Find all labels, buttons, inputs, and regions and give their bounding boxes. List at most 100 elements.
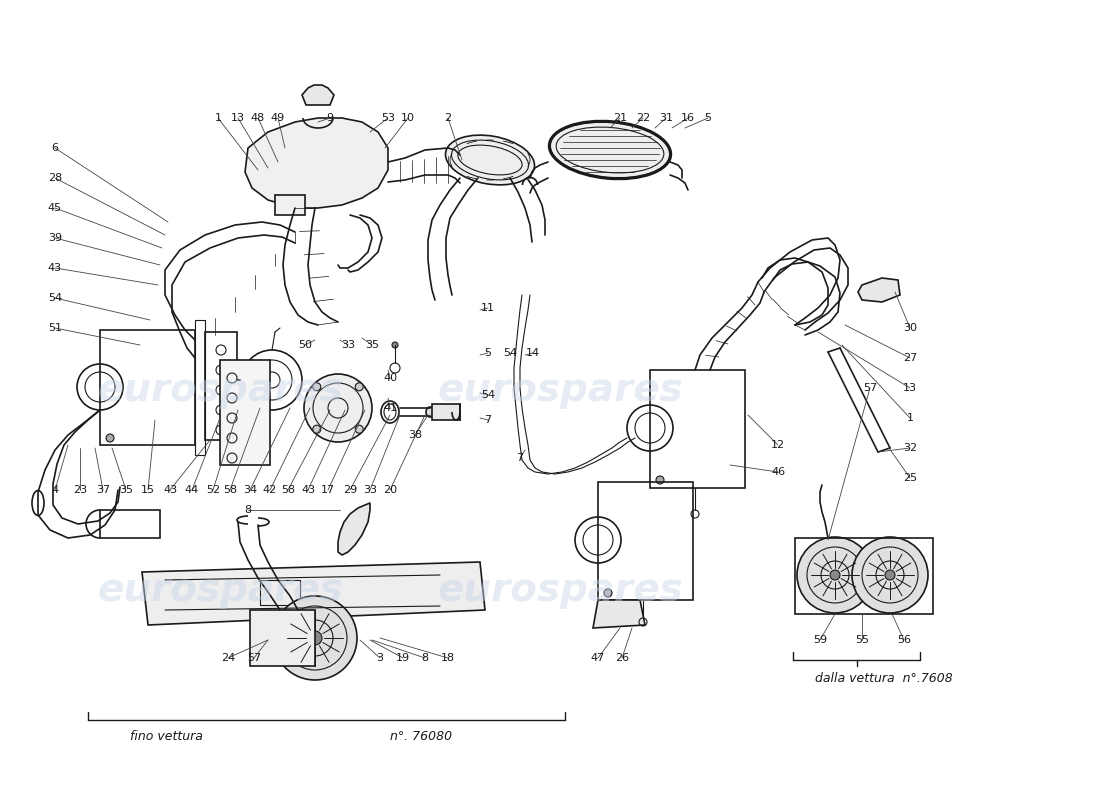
Text: 51: 51 bbox=[48, 323, 62, 333]
Bar bbox=[205, 332, 236, 440]
Ellipse shape bbox=[446, 135, 535, 185]
Text: 57: 57 bbox=[862, 383, 877, 393]
Text: 33: 33 bbox=[363, 485, 377, 495]
Text: 37: 37 bbox=[96, 485, 110, 495]
Text: 28: 28 bbox=[48, 173, 62, 183]
Text: 3: 3 bbox=[376, 653, 384, 663]
Ellipse shape bbox=[550, 122, 670, 178]
Polygon shape bbox=[142, 562, 485, 625]
Text: 2: 2 bbox=[444, 113, 452, 123]
Text: 40: 40 bbox=[383, 373, 397, 383]
Text: 58: 58 bbox=[223, 485, 238, 495]
Circle shape bbox=[273, 596, 358, 680]
Circle shape bbox=[798, 537, 873, 613]
Text: 35: 35 bbox=[365, 340, 380, 350]
Text: 50: 50 bbox=[298, 340, 312, 350]
Text: eurospares: eurospares bbox=[437, 371, 683, 409]
Polygon shape bbox=[858, 278, 900, 302]
Text: 54: 54 bbox=[481, 390, 495, 400]
Text: 8: 8 bbox=[421, 653, 429, 663]
Circle shape bbox=[312, 426, 321, 434]
Text: 21: 21 bbox=[613, 113, 627, 123]
Text: 33: 33 bbox=[341, 340, 355, 350]
Text: 14: 14 bbox=[526, 348, 540, 358]
Circle shape bbox=[392, 342, 398, 348]
Text: 31: 31 bbox=[659, 113, 673, 123]
Text: 12: 12 bbox=[771, 440, 785, 450]
Text: eurospares: eurospares bbox=[97, 371, 343, 409]
Bar bbox=[650, 370, 745, 488]
Circle shape bbox=[830, 570, 840, 580]
Text: n°. 76080: n°. 76080 bbox=[390, 730, 452, 743]
Circle shape bbox=[312, 382, 321, 390]
Circle shape bbox=[355, 382, 363, 390]
Bar bbox=[100, 510, 160, 538]
Text: 45: 45 bbox=[48, 203, 62, 213]
Text: 18: 18 bbox=[441, 653, 455, 663]
Text: 43: 43 bbox=[301, 485, 315, 495]
Text: 25: 25 bbox=[903, 473, 917, 483]
Text: 23: 23 bbox=[73, 485, 87, 495]
Polygon shape bbox=[593, 600, 645, 628]
Text: 56: 56 bbox=[896, 635, 911, 645]
Text: 47: 47 bbox=[591, 653, 605, 663]
Circle shape bbox=[304, 374, 372, 442]
Text: 10: 10 bbox=[402, 113, 415, 123]
Text: 9: 9 bbox=[327, 113, 333, 123]
Text: 48: 48 bbox=[251, 113, 265, 123]
Bar bbox=[195, 320, 205, 455]
Text: 58: 58 bbox=[280, 485, 295, 495]
Text: 55: 55 bbox=[855, 635, 869, 645]
Text: 7: 7 bbox=[516, 453, 524, 463]
Polygon shape bbox=[302, 85, 334, 105]
Text: 29: 29 bbox=[343, 485, 358, 495]
Bar bbox=[220, 360, 270, 465]
Text: 6: 6 bbox=[52, 143, 58, 153]
Text: 22: 22 bbox=[636, 113, 650, 123]
Bar bbox=[432, 404, 460, 420]
Ellipse shape bbox=[426, 407, 434, 417]
Text: 41: 41 bbox=[383, 403, 397, 413]
Text: 34: 34 bbox=[243, 485, 257, 495]
Text: 39: 39 bbox=[48, 233, 62, 243]
Text: eurospares: eurospares bbox=[437, 571, 683, 609]
Text: 13: 13 bbox=[903, 383, 917, 393]
Text: 54: 54 bbox=[48, 293, 62, 303]
Text: 17: 17 bbox=[321, 485, 336, 495]
Text: 19: 19 bbox=[396, 653, 410, 663]
Text: 46: 46 bbox=[771, 467, 785, 477]
Text: eurospares: eurospares bbox=[97, 571, 343, 609]
Circle shape bbox=[886, 570, 895, 580]
Text: 49: 49 bbox=[271, 113, 285, 123]
Text: 38: 38 bbox=[408, 430, 422, 440]
Text: 16: 16 bbox=[681, 113, 695, 123]
Text: 8: 8 bbox=[244, 505, 252, 515]
Text: 43: 43 bbox=[163, 485, 177, 495]
Text: 20: 20 bbox=[383, 485, 397, 495]
Text: 11: 11 bbox=[481, 303, 495, 313]
Text: 15: 15 bbox=[141, 485, 155, 495]
Bar bbox=[598, 482, 693, 600]
Text: fino vettura: fino vettura bbox=[130, 730, 202, 743]
Text: 1: 1 bbox=[906, 413, 913, 423]
Circle shape bbox=[604, 589, 612, 597]
Text: 5: 5 bbox=[704, 113, 712, 123]
Text: 44: 44 bbox=[185, 485, 199, 495]
Circle shape bbox=[656, 476, 664, 484]
Bar bbox=[250, 610, 315, 666]
Bar bbox=[260, 580, 300, 605]
Circle shape bbox=[308, 631, 322, 645]
Text: 42: 42 bbox=[263, 485, 277, 495]
Circle shape bbox=[355, 426, 363, 434]
Text: 30: 30 bbox=[903, 323, 917, 333]
Circle shape bbox=[106, 434, 114, 442]
Text: 5: 5 bbox=[484, 348, 492, 358]
Text: 32: 32 bbox=[903, 443, 917, 453]
Bar bbox=[100, 330, 195, 445]
Text: 24: 24 bbox=[221, 653, 235, 663]
Text: 59: 59 bbox=[813, 635, 827, 645]
Bar bbox=[275, 195, 305, 215]
Text: 7: 7 bbox=[484, 415, 492, 425]
Text: 57: 57 bbox=[246, 653, 261, 663]
Text: 1: 1 bbox=[214, 113, 221, 123]
